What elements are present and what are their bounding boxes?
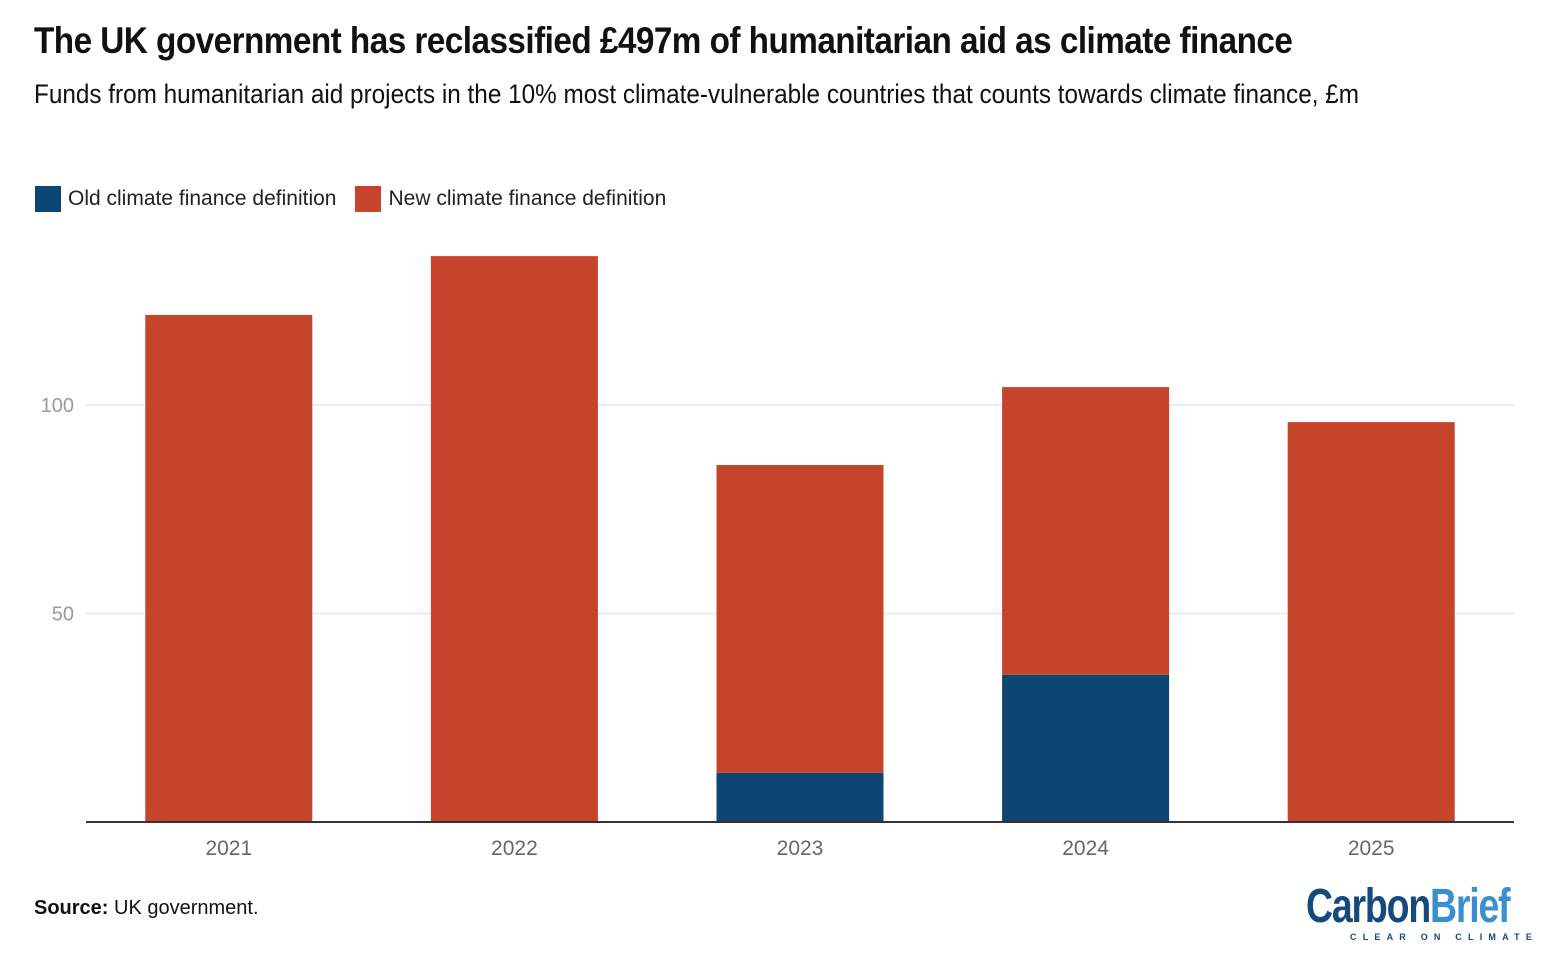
logo-tagline: CLEAR ON CLIMATE	[1350, 932, 1539, 942]
x-tick-label-2025: 2025	[1348, 837, 1395, 860]
chart-title: The UK government has reclassified £497m…	[34, 20, 1293, 61]
y-tick-label-100: 100	[41, 395, 74, 417]
legend-item-old: Old climate finance definition	[35, 186, 336, 212]
bar-2025-new-definition	[1287, 422, 1455, 822]
bar-2024-new-definition	[1002, 387, 1170, 675]
logo-wordmark: CarbonBrief	[1306, 880, 1511, 933]
bar-2023-old-definition	[716, 772, 884, 822]
logo-carbon: Carbon	[1306, 880, 1431, 933]
bar-2023-new-definition	[716, 465, 884, 773]
x-tick-label-2022: 2022	[491, 837, 538, 860]
source-text: UK government.	[114, 897, 259, 919]
legend-item-new: New climate finance definition	[355, 186, 666, 212]
legend-swatch-new	[355, 186, 382, 212]
bar-2024-old-definition	[1002, 674, 1170, 822]
source-label: Source:	[34, 897, 109, 919]
y-tick-label-50: 50	[52, 604, 74, 626]
legend-swatch-old	[35, 186, 61, 212]
x-tick-label-2024: 2024	[1062, 837, 1109, 860]
legend-label-old: Old climate finance definition	[68, 187, 337, 210]
legend-label-new: New climate finance definition	[388, 187, 667, 210]
bar-2022-new-definition	[430, 256, 598, 823]
chart-subtitle: Funds from humanitarian aid projects in …	[34, 79, 1359, 109]
bar-2021-new-definition	[145, 314, 313, 822]
legend: Old climate finance definition New clima…	[35, 186, 685, 212]
x-tick-label-2021: 2021	[205, 837, 252, 860]
carbonbrief-logo: CarbonBrief CLEAR ON CLIMATE	[1306, 880, 1550, 943]
logo-brief: Brief	[1430, 880, 1511, 933]
x-tick-label-2023: 2023	[777, 837, 824, 860]
source-note: Source: UK government.	[34, 897, 259, 920]
